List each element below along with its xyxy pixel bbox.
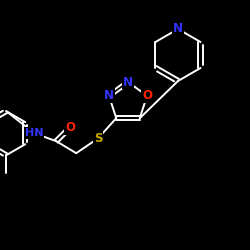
Text: O: O (65, 121, 75, 134)
Text: O: O (142, 89, 152, 102)
Text: S: S (94, 132, 102, 145)
Text: N: N (104, 89, 114, 102)
Text: HN: HN (25, 128, 44, 138)
Text: N: N (123, 76, 133, 88)
Text: N: N (173, 22, 183, 36)
